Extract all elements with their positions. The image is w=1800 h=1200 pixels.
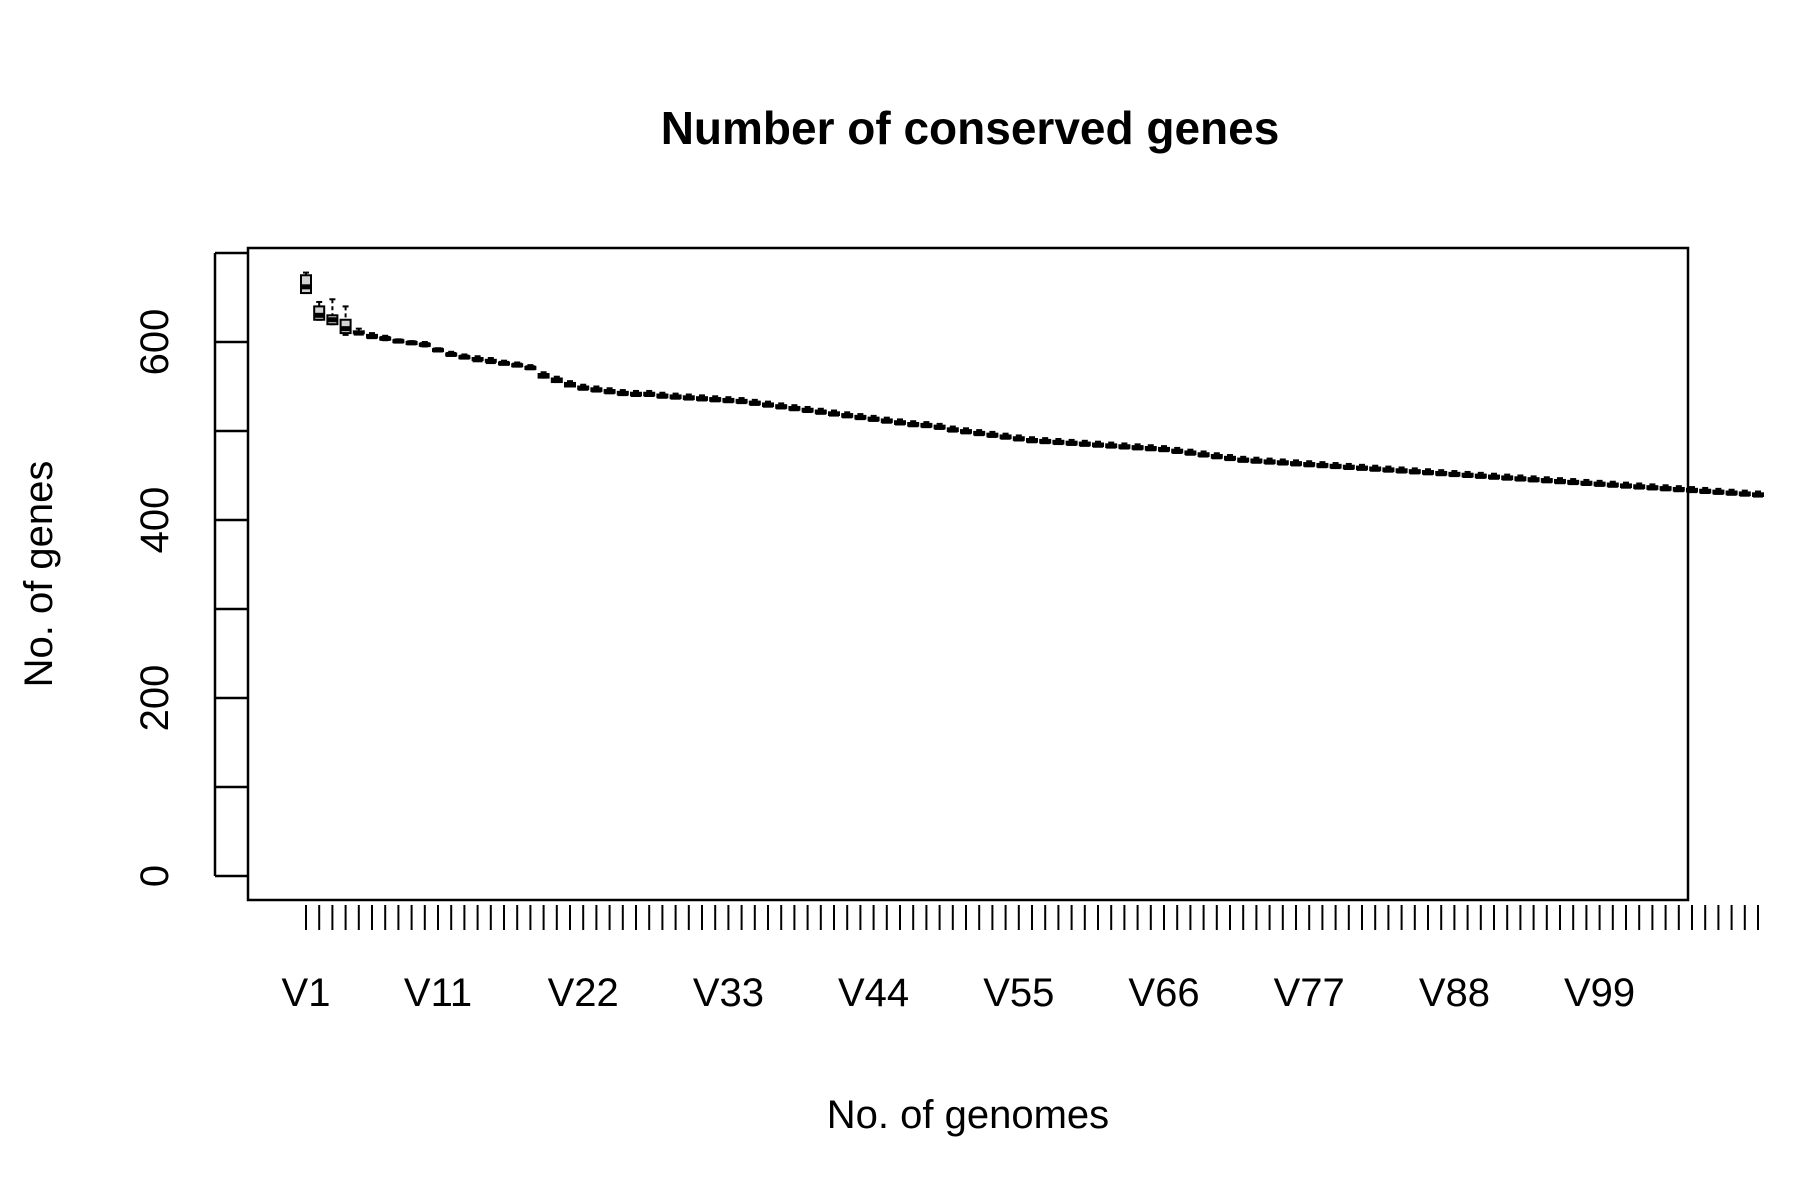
x-axis-title: No. of genomes xyxy=(827,1093,1109,1137)
x-tick-label-v88: V88 xyxy=(1419,971,1490,1015)
x-tick-label-v99: V99 xyxy=(1564,971,1635,1015)
x-tick-label-v66: V66 xyxy=(1128,971,1199,1015)
x-tick-label-v44: V44 xyxy=(838,971,909,1015)
plot-area xyxy=(246,246,1764,902)
x-tick-label-v11: V11 xyxy=(404,971,472,1015)
chart-title: Number of conserved genes xyxy=(661,102,1280,154)
y-tick-label: 0 xyxy=(133,865,177,887)
x-tick-label-v55: V55 xyxy=(983,971,1054,1015)
y-tick-label: 600 xyxy=(133,309,177,376)
x-tick-label-v1: V1 xyxy=(282,971,331,1015)
y-tick-label: 400 xyxy=(133,487,177,554)
box-v1 xyxy=(300,274,312,295)
y-axis-title: No. of genes xyxy=(17,461,61,688)
x-tick-label-v33: V33 xyxy=(693,971,764,1015)
y-axis: 0 200 400 600 xyxy=(133,251,248,887)
x-axis: V1 V11 V22 V33 V44 V55 V66 V77 V88 V99 xyxy=(282,905,1759,1015)
y-tick-label: 200 xyxy=(133,665,177,732)
x-tick-label-v22: V22 xyxy=(548,971,619,1015)
plot-frame xyxy=(246,246,1690,902)
x-tick-label-v77: V77 xyxy=(1274,971,1345,1015)
boxplot-series xyxy=(300,271,1764,498)
